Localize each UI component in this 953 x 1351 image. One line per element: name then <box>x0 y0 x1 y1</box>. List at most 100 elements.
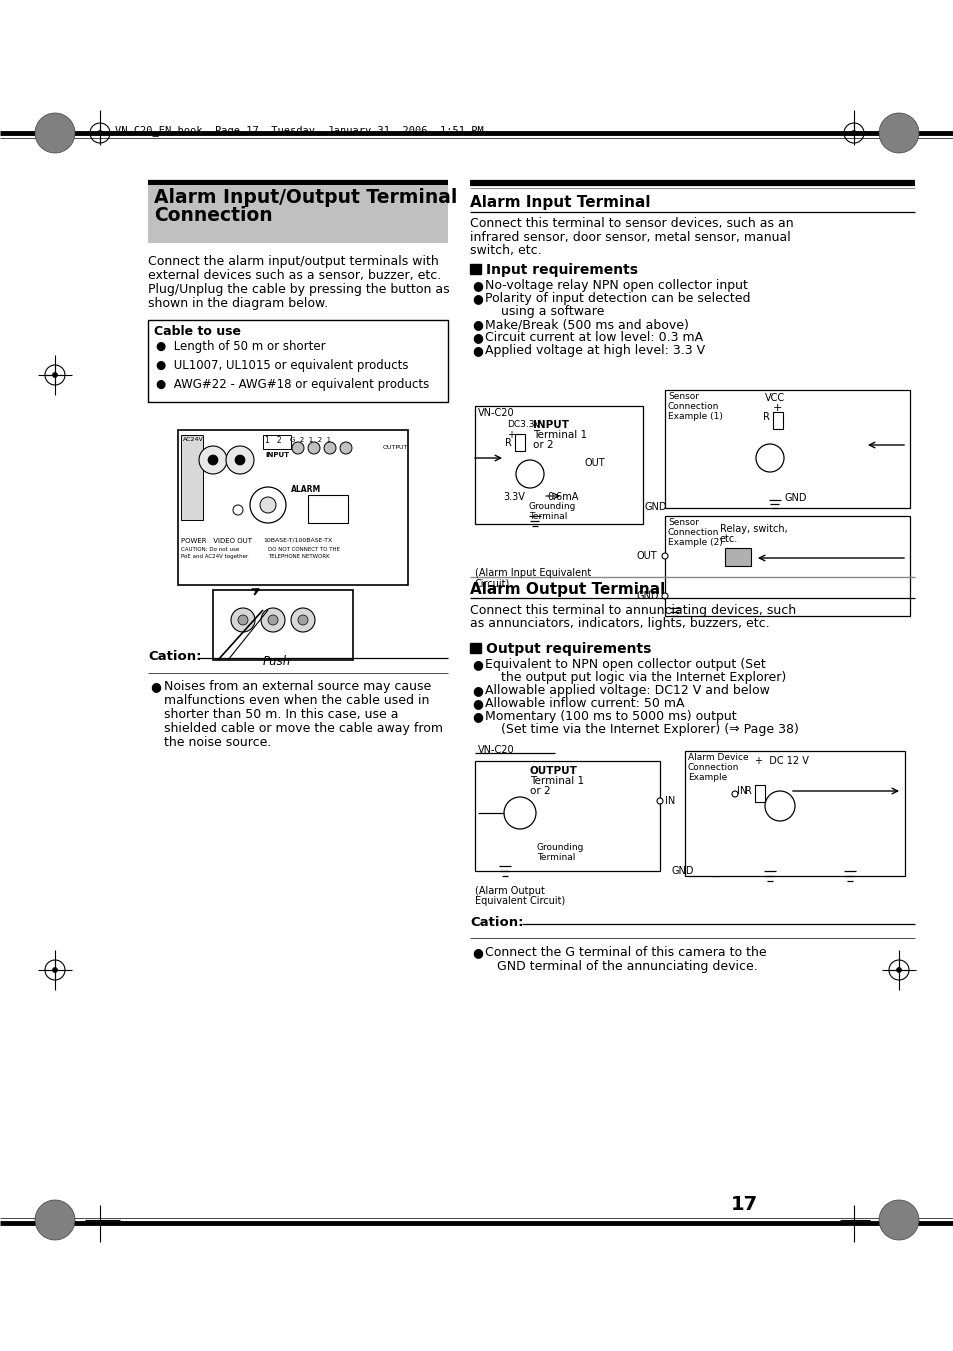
Text: Alarm Input/Output Terminal: Alarm Input/Output Terminal <box>153 188 456 207</box>
Text: ●: ● <box>472 697 482 711</box>
Text: Alarm Device: Alarm Device <box>687 753 748 762</box>
Text: Grounding: Grounding <box>537 843 584 852</box>
Circle shape <box>851 131 856 135</box>
Text: ALARM: ALARM <box>291 485 321 494</box>
Circle shape <box>731 790 738 797</box>
Circle shape <box>260 497 275 513</box>
Text: ●: ● <box>472 292 482 305</box>
Bar <box>475 407 642 524</box>
Bar <box>213 590 353 661</box>
Circle shape <box>97 131 102 135</box>
Text: Input requirements: Input requirements <box>485 263 638 277</box>
Text: switch, etc.: switch, etc. <box>470 245 541 257</box>
Bar <box>475 761 659 871</box>
Text: DC3.3V: DC3.3V <box>506 420 540 430</box>
Text: Grounding: Grounding <box>529 503 576 511</box>
Text: GND: GND <box>644 503 667 512</box>
Text: Equivalent to NPN open collector output (Set: Equivalent to NPN open collector output … <box>484 658 765 671</box>
Text: INPUT: INPUT <box>265 453 289 458</box>
Circle shape <box>661 553 667 559</box>
Circle shape <box>237 615 248 626</box>
Text: ●: ● <box>472 711 482 723</box>
Text: Cation:: Cation: <box>148 650 201 663</box>
Text: the output put logic via the Internet Explorer): the output put logic via the Internet Ex… <box>484 671 785 684</box>
Bar <box>181 435 203 520</box>
Bar <box>470 263 480 274</box>
Text: +: + <box>772 403 781 413</box>
Text: ●: ● <box>150 680 161 693</box>
Text: shielded cable or move the cable away from: shielded cable or move the cable away fr… <box>164 721 442 735</box>
Text: GND terminal of the annunciating device.: GND terminal of the annunciating device. <box>484 961 757 973</box>
Text: ●: ● <box>472 684 482 697</box>
Text: Connection: Connection <box>667 403 719 411</box>
Text: Output requirements: Output requirements <box>485 642 651 657</box>
Text: ●: ● <box>472 317 482 331</box>
Text: Noises from an external source may cause: Noises from an external source may cause <box>164 680 431 693</box>
Text: Terminal: Terminal <box>537 852 575 862</box>
Text: the noise source.: the noise source. <box>164 736 271 748</box>
Text: Example: Example <box>687 773 726 782</box>
Text: 10BASE-T/100BASE-TX: 10BASE-T/100BASE-TX <box>263 538 332 543</box>
Text: ●  AWG#22 - AWG#18 or equivalent products: ● AWG#22 - AWG#18 or equivalent products <box>156 378 429 390</box>
Text: Terminal: Terminal <box>529 512 567 521</box>
Text: OUT: OUT <box>637 551 657 561</box>
Text: as annunciators, indicators, lights, buzzers, etc.: as annunciators, indicators, lights, buz… <box>470 617 769 631</box>
Circle shape <box>324 442 335 454</box>
Bar <box>308 494 348 523</box>
Circle shape <box>878 113 918 153</box>
Bar <box>178 430 408 585</box>
Text: ●  Length of 50 m or shorter: ● Length of 50 m or shorter <box>156 340 325 353</box>
Text: PoE and AC24V together: PoE and AC24V together <box>181 554 248 559</box>
Text: Push: Push <box>263 655 291 667</box>
Text: Relay, switch,: Relay, switch, <box>720 524 787 534</box>
Circle shape <box>657 798 662 804</box>
Text: VN-C20: VN-C20 <box>477 744 514 755</box>
Text: Allowable inflow current: 50 mA: Allowable inflow current: 50 mA <box>484 697 684 711</box>
Text: POWER   VIDEO OUT: POWER VIDEO OUT <box>181 538 252 544</box>
Text: Make/Break (500 ms and above): Make/Break (500 ms and above) <box>484 317 688 331</box>
Text: ●: ● <box>472 345 482 357</box>
Text: infrared sensor, door sensor, metal sensor, manual: infrared sensor, door sensor, metal sens… <box>470 231 790 243</box>
Text: DO NOT CONNECT TO THE: DO NOT CONNECT TO THE <box>268 547 339 553</box>
Text: Circuit current at low level: 0.3 mA: Circuit current at low level: 0.3 mA <box>484 331 702 345</box>
Circle shape <box>896 967 901 973</box>
Text: R: R <box>762 412 769 422</box>
Text: Polarity of input detection can be selected: Polarity of input detection can be selec… <box>484 292 750 305</box>
Text: Connect this terminal to sensor devices, such as an: Connect this terminal to sensor devices,… <box>470 218 793 230</box>
Bar <box>470 643 480 653</box>
Circle shape <box>268 615 277 626</box>
Circle shape <box>52 373 57 377</box>
Text: ●: ● <box>472 280 482 292</box>
Text: malfunctions even when the cable used in: malfunctions even when the cable used in <box>164 694 429 707</box>
Text: etc.: etc. <box>720 534 738 544</box>
Text: Connection: Connection <box>667 528 719 536</box>
Text: INPUT: INPUT <box>533 420 568 430</box>
Bar <box>664 516 909 616</box>
Text: GND: GND <box>671 866 694 875</box>
Text: Cable to use: Cable to use <box>153 326 241 338</box>
Text: IN: IN <box>664 796 675 807</box>
Text: IN: IN <box>737 786 746 796</box>
Text: VCC: VCC <box>764 393 784 403</box>
Text: Connection: Connection <box>153 205 273 226</box>
Circle shape <box>208 455 218 465</box>
Circle shape <box>297 615 308 626</box>
Circle shape <box>291 608 314 632</box>
Bar <box>724 549 750 566</box>
Text: AC24V: AC24V <box>183 436 204 442</box>
Circle shape <box>231 608 254 632</box>
Text: external devices such as a sensor, buzzer, etc.: external devices such as a sensor, buzze… <box>148 269 441 282</box>
Text: 0.6mA: 0.6mA <box>546 492 578 503</box>
Text: shorter than 50 m. In this case, use a: shorter than 50 m. In this case, use a <box>164 708 398 721</box>
Text: Allowable applied voltage: DC12 V and below: Allowable applied voltage: DC12 V and be… <box>484 684 769 697</box>
Text: ●: ● <box>472 658 482 671</box>
Text: +  DC 12 V: + DC 12 V <box>754 757 808 766</box>
Circle shape <box>878 1200 918 1240</box>
Text: No-voltage relay NPN open collector input: No-voltage relay NPN open collector inpu… <box>484 280 747 292</box>
Text: 1   2: 1 2 <box>265 436 281 444</box>
Text: (Alarm Output: (Alarm Output <box>475 886 544 896</box>
Circle shape <box>234 455 245 465</box>
Bar <box>664 390 909 508</box>
Text: OUT: OUT <box>584 458 605 467</box>
Circle shape <box>233 505 243 515</box>
